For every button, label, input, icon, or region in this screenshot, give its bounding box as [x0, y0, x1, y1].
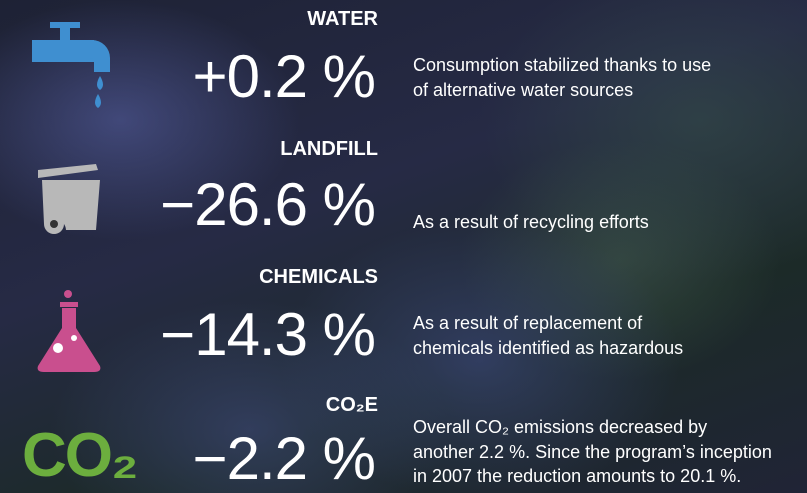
item-change: −2.2 % — [193, 424, 375, 493]
item-change: −14.3 % — [160, 300, 375, 369]
chemicals-icon — [36, 288, 106, 374]
item-change: −26.6 % — [160, 170, 375, 239]
item-change: +0.2 % — [193, 42, 375, 111]
item-description: in 2007 the reduction amounts to 20.1 %. — [413, 464, 741, 489]
infographic: CO₂ WATER +0.2 % Consumption stabilized th… — [0, 0, 807, 493]
item-title: CO₂E — [326, 394, 378, 417]
item-description: of alternative water sources — [413, 78, 633, 103]
item-description: Consumption stabilized thanks to use — [413, 53, 711, 78]
item-title: CHEMICALS — [259, 266, 378, 289]
co2-icon: CO₂ — [22, 420, 137, 491]
item-description: Overall CO₂ emissions decreased by — [413, 415, 707, 440]
item-title: LANDFILL — [280, 138, 378, 161]
water-icon — [30, 18, 115, 110]
item-description: As a result of recycling efforts — [413, 210, 649, 235]
item-description: chemicals identified as hazardous — [413, 336, 683, 361]
landfill-icon — [36, 158, 106, 238]
item-description: another 2.2 %. Since the program’s incep… — [413, 440, 772, 465]
item-description: As a result of replacement of — [413, 311, 642, 336]
item-title: WATER — [307, 8, 378, 31]
